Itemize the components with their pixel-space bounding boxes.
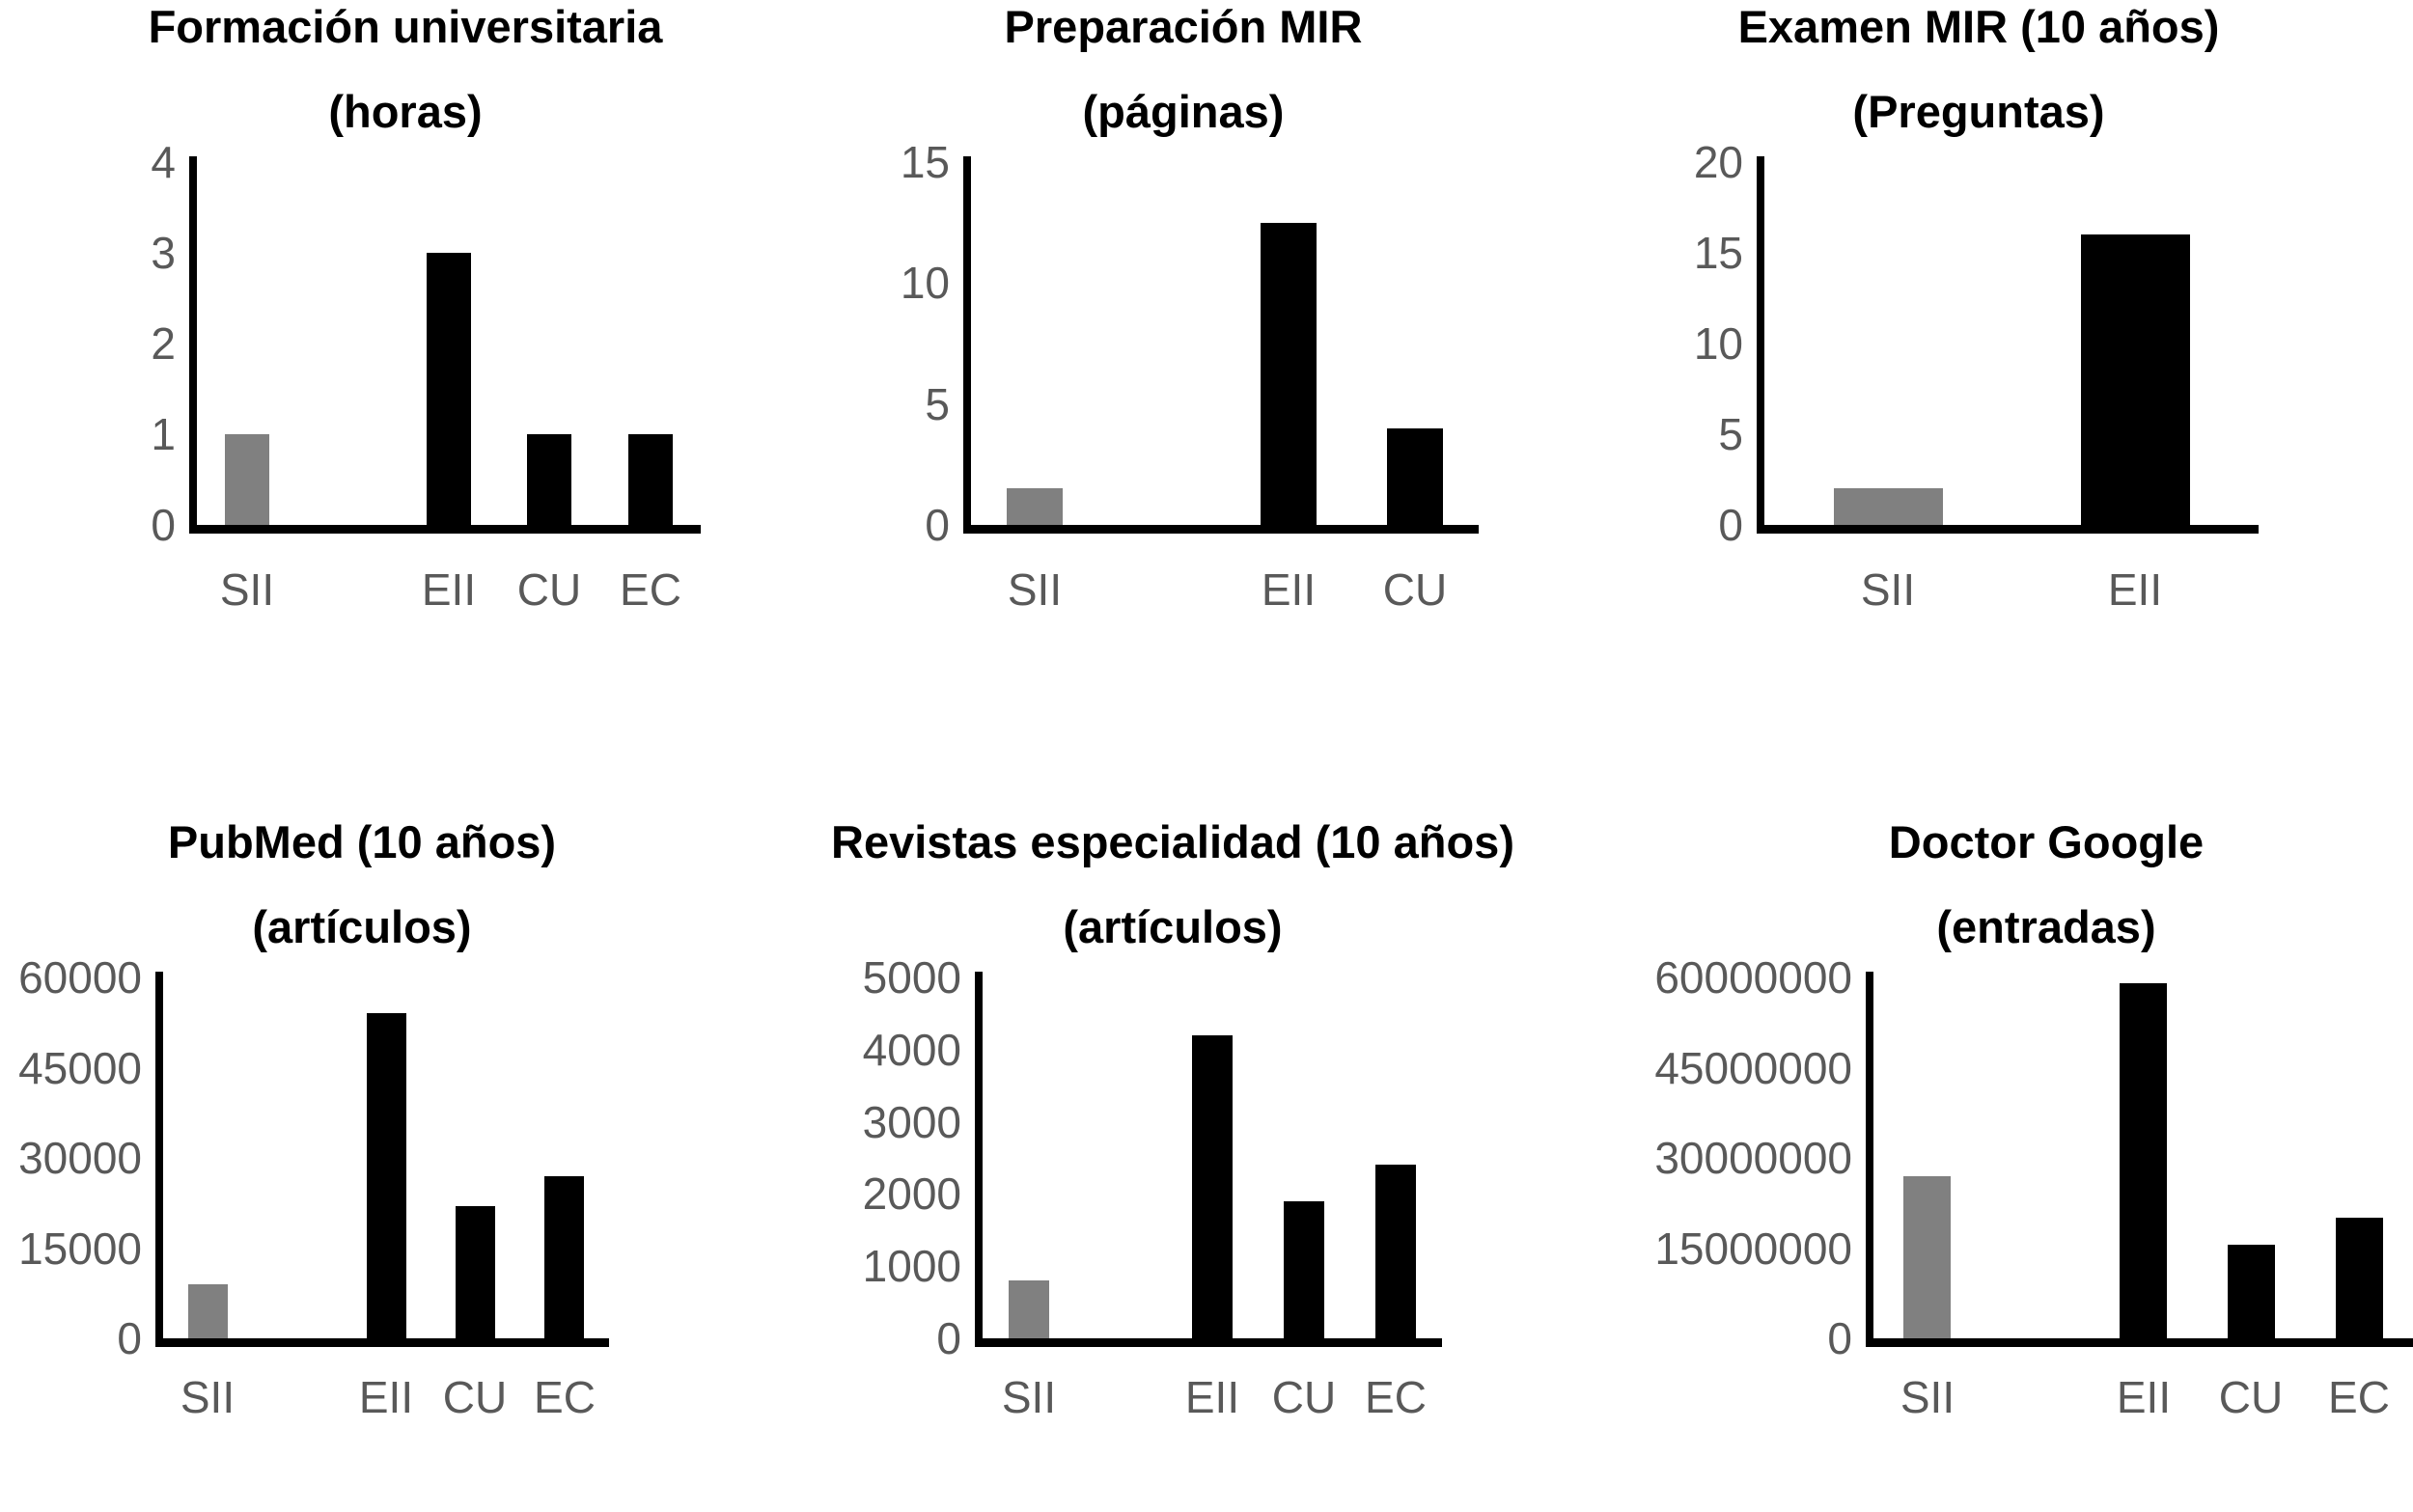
- x-axis-line: [155, 1338, 609, 1347]
- bar-cu: [456, 1206, 495, 1338]
- x-category-label: EII: [2107, 564, 2163, 615]
- x-category-label: CU: [2218, 1372, 2284, 1422]
- x-category-label: SII: [219, 564, 275, 615]
- bar-ec: [1375, 1165, 1416, 1338]
- bar-eii: [367, 1013, 406, 1338]
- x-category-label: SII: [180, 1372, 236, 1422]
- y-tick-label: 15000000: [1654, 1223, 1852, 1274]
- chart-subtitle: (artículos): [1063, 901, 1283, 952]
- bar-eii: [1261, 223, 1317, 525]
- bar-ec: [2336, 1218, 2383, 1338]
- bar-sii: [188, 1284, 228, 1338]
- chart-subtitle: (horas): [328, 86, 483, 137]
- chart-subtitle: (entradas): [1936, 901, 2156, 952]
- bar-eii: [1192, 1035, 1233, 1338]
- y-tick-label: 4000: [862, 1024, 961, 1075]
- chart-title: PubMed (10 años): [167, 816, 557, 867]
- y-tick-label: 0: [936, 1313, 961, 1363]
- chart-title: Doctor Google: [1888, 816, 2205, 867]
- chart-subtitle: (Preguntas): [1852, 86, 2105, 137]
- y-axis-line: [189, 156, 197, 534]
- y-tick-label: 0: [1718, 500, 1743, 550]
- x-category-label: EC: [620, 564, 681, 615]
- x-axis-line: [975, 1338, 1442, 1347]
- y-tick-label: 0: [117, 1313, 142, 1363]
- y-tick-label: 1000: [862, 1241, 961, 1292]
- bar-eii: [2081, 234, 2190, 525]
- bar-sii: [1834, 488, 1943, 525]
- y-tick-label: 5000: [862, 952, 961, 1003]
- y-axis-line: [155, 972, 163, 1347]
- y-tick-label: 2000: [862, 1168, 961, 1220]
- y-tick-label: 0: [1827, 1313, 1852, 1363]
- y-tick-label: 3000: [862, 1096, 961, 1147]
- x-axis-line: [1757, 525, 2259, 534]
- x-axis-line: [963, 525, 1479, 534]
- y-tick-label: 2: [151, 318, 176, 369]
- y-tick-label: 3: [151, 228, 176, 278]
- y-tick-label: 30000: [18, 1133, 142, 1183]
- y-tick-label: 60000000: [1654, 952, 1852, 1003]
- y-tick-label: 45000: [18, 1042, 142, 1093]
- y-tick-label: 15000: [18, 1223, 142, 1274]
- x-axis-line: [189, 525, 701, 534]
- x-category-label: CU: [1382, 564, 1448, 615]
- y-tick-label: 10: [1693, 318, 1743, 369]
- y-axis-line: [1757, 156, 1764, 534]
- x-category-label: SII: [1007, 564, 1063, 615]
- chart-title: Revistas especialidad (10 años): [831, 816, 1514, 867]
- y-tick-label: 20: [1693, 137, 1743, 187]
- x-category-label: EC: [2328, 1372, 2390, 1422]
- chart-title: Formación universitaria: [148, 1, 663, 52]
- x-category-label: EII: [421, 564, 477, 615]
- y-tick-label: 15: [1693, 228, 1743, 278]
- bar-cu: [1387, 428, 1443, 525]
- y-axis-line: [1866, 972, 1873, 1347]
- bar-cu: [2228, 1245, 2275, 1338]
- x-category-label: EII: [2116, 1372, 2172, 1422]
- x-category-label: EII: [358, 1372, 414, 1422]
- x-category-label: EC: [1365, 1372, 1427, 1422]
- bar-sii: [1007, 488, 1063, 525]
- y-axis-line: [975, 972, 983, 1347]
- y-tick-label: 5: [1718, 409, 1743, 459]
- x-category-label: CU: [516, 564, 582, 615]
- y-axis-line: [963, 156, 971, 534]
- x-category-label: EII: [1261, 564, 1317, 615]
- x-category-label: SII: [1001, 1372, 1057, 1422]
- y-tick-label: 0: [151, 500, 176, 550]
- bar-cu: [527, 434, 571, 525]
- bar-cu: [1284, 1201, 1324, 1338]
- x-category-label: CU: [442, 1372, 508, 1422]
- y-tick-label: 4: [151, 137, 176, 187]
- chart-subtitle: (páginas): [1082, 86, 1285, 137]
- x-category-label: EC: [534, 1372, 596, 1422]
- y-tick-label: 45000000: [1654, 1042, 1852, 1093]
- bar-sii: [225, 434, 269, 525]
- chart-title: Examen MIR (10 años): [1737, 1, 2220, 52]
- y-tick-label: 1: [151, 409, 176, 459]
- y-tick-label: 60000: [18, 952, 142, 1003]
- y-tick-label: 0: [925, 500, 950, 550]
- x-axis-line: [1866, 1338, 2413, 1347]
- bar-ec: [544, 1176, 584, 1338]
- x-category-label: SII: [1900, 1372, 1955, 1422]
- bar-sii: [1903, 1176, 1951, 1338]
- x-category-label: SII: [1860, 564, 1916, 615]
- y-tick-label: 30000000: [1654, 1133, 1852, 1183]
- bar-eii: [2120, 983, 2167, 1338]
- x-category-label: EII: [1184, 1372, 1240, 1422]
- bar-eii: [427, 253, 471, 525]
- chart-title: Preparación MIR: [1004, 1, 1363, 52]
- chart-subtitle: (artículos): [252, 901, 472, 952]
- y-tick-label: 10: [900, 258, 950, 309]
- y-tick-label: 5: [925, 378, 950, 429]
- bar-sii: [1009, 1280, 1049, 1338]
- y-tick-label: 15: [900, 137, 950, 187]
- bar-ec: [628, 434, 673, 525]
- x-category-label: CU: [1271, 1372, 1337, 1422]
